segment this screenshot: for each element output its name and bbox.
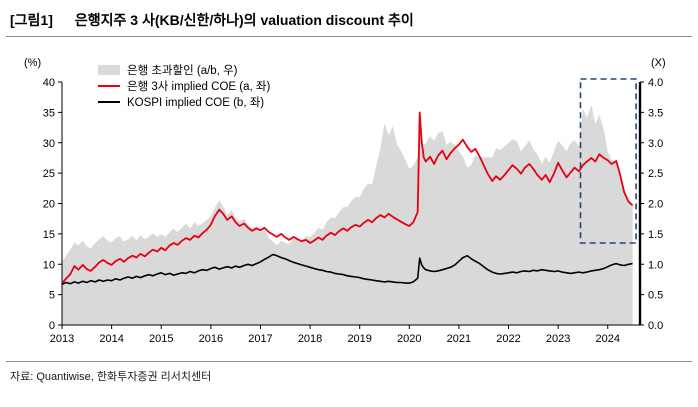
chart-canvas: 0 5 10 15 20 25 30 35 40 0.0 0.5 1.0 1.5 2.0 2.5 3.0 3.5… [43,77,664,345]
x-axis-tick-label: 2013 [50,333,74,345]
left-axis-tick-label: 20 [43,199,55,211]
left-axis-tick-label: 0 [49,320,55,332]
left-axis-tick-label: 15 [43,229,55,241]
source-note: 자료: Quantiwise, 한화투자증권 리서치센터 [10,371,212,383]
figure-title: 은행지주 3 사(KB/신한/하나)의 valuation discount 추… [74,12,414,28]
kospi-coe-line [61,253,633,286]
x-axis-tick-label: 2016 [199,333,223,345]
x-axis-tick-label: 2015 [149,333,173,345]
legend-label-bank-coe: 은행 3사 implied COE (a, 좌) [127,81,271,93]
figure-header: [그림1] 은행지주 3 사(KB/신한/하나)의 valuation disco… [10,10,414,30]
left-axis-tick-label: 5 [49,290,55,302]
legend-item-excess-discount: 은행 초과할인 (a/b, 우) [98,62,270,78]
right-axis-tick-label: 3.0 [648,138,663,150]
legend-item-kospi-coe: KOSPI implied COE (b, 좌) [98,94,270,110]
legend-label-excess-discount: 은행 초과할인 (a/b, 우) [127,65,238,77]
x-axis-tick-label: 2022 [496,333,520,345]
left-axis-tick-label: 10 [43,259,55,271]
right-axis-tick-label: 0.0 [648,320,663,332]
left-axis-unit-label: (%) [24,57,42,69]
left-axis-tick-label: 40 [43,77,55,89]
left-axis-tick-label: 25 [43,168,55,180]
x-axis-tick-label: 2021 [447,333,471,345]
x-axis-tick-label: 2014 [99,333,123,345]
x-axis-tick-label: 2024 [596,333,620,345]
legend-kospi-line-swatch [98,101,120,103]
x-axis-tick-label: 2018 [298,333,322,345]
legend-area-swatch [98,65,120,75]
legend-item-bank-coe: 은행 3사 implied COE (a, 좌) [98,78,270,94]
left-axis-tick-label: 35 [43,107,55,119]
x-axis-tick-label: 2017 [248,333,272,345]
excess-discount-area [62,105,633,325]
left-axis-tick-label: 30 [43,138,55,150]
header-divider [6,36,692,37]
right-axis-tick-label: 2.5 [648,168,663,180]
right-axis-tick-label: 4.0 [648,77,663,89]
x-axis-tick-label: 2020 [397,333,421,345]
footer-divider [6,361,692,362]
chart-legend: 은행 초과할인 (a/b, 우) 은행 3사 implied COE (a, 좌… [98,62,270,110]
legend-label-kospi-coe: KOSPI implied COE (b, 좌) [127,97,265,109]
figure-label: [그림1] [10,12,53,28]
bank-coe-line [61,111,634,284]
right-axis-tick-label: 2.0 [648,199,663,211]
right-axis-tick-label: 3.5 [648,107,663,119]
right-axis-unit-label: (X) [651,57,666,69]
right-axis-tick-label: 1.5 [648,229,663,241]
legend-bank-line-swatch [98,85,120,87]
x-axis-tick-label: 2023 [546,333,570,345]
x-axis-tick-label: 2019 [347,333,371,345]
right-axis-tick-label: 0.5 [648,290,663,302]
right-axis-tick-label: 1.0 [648,259,663,271]
